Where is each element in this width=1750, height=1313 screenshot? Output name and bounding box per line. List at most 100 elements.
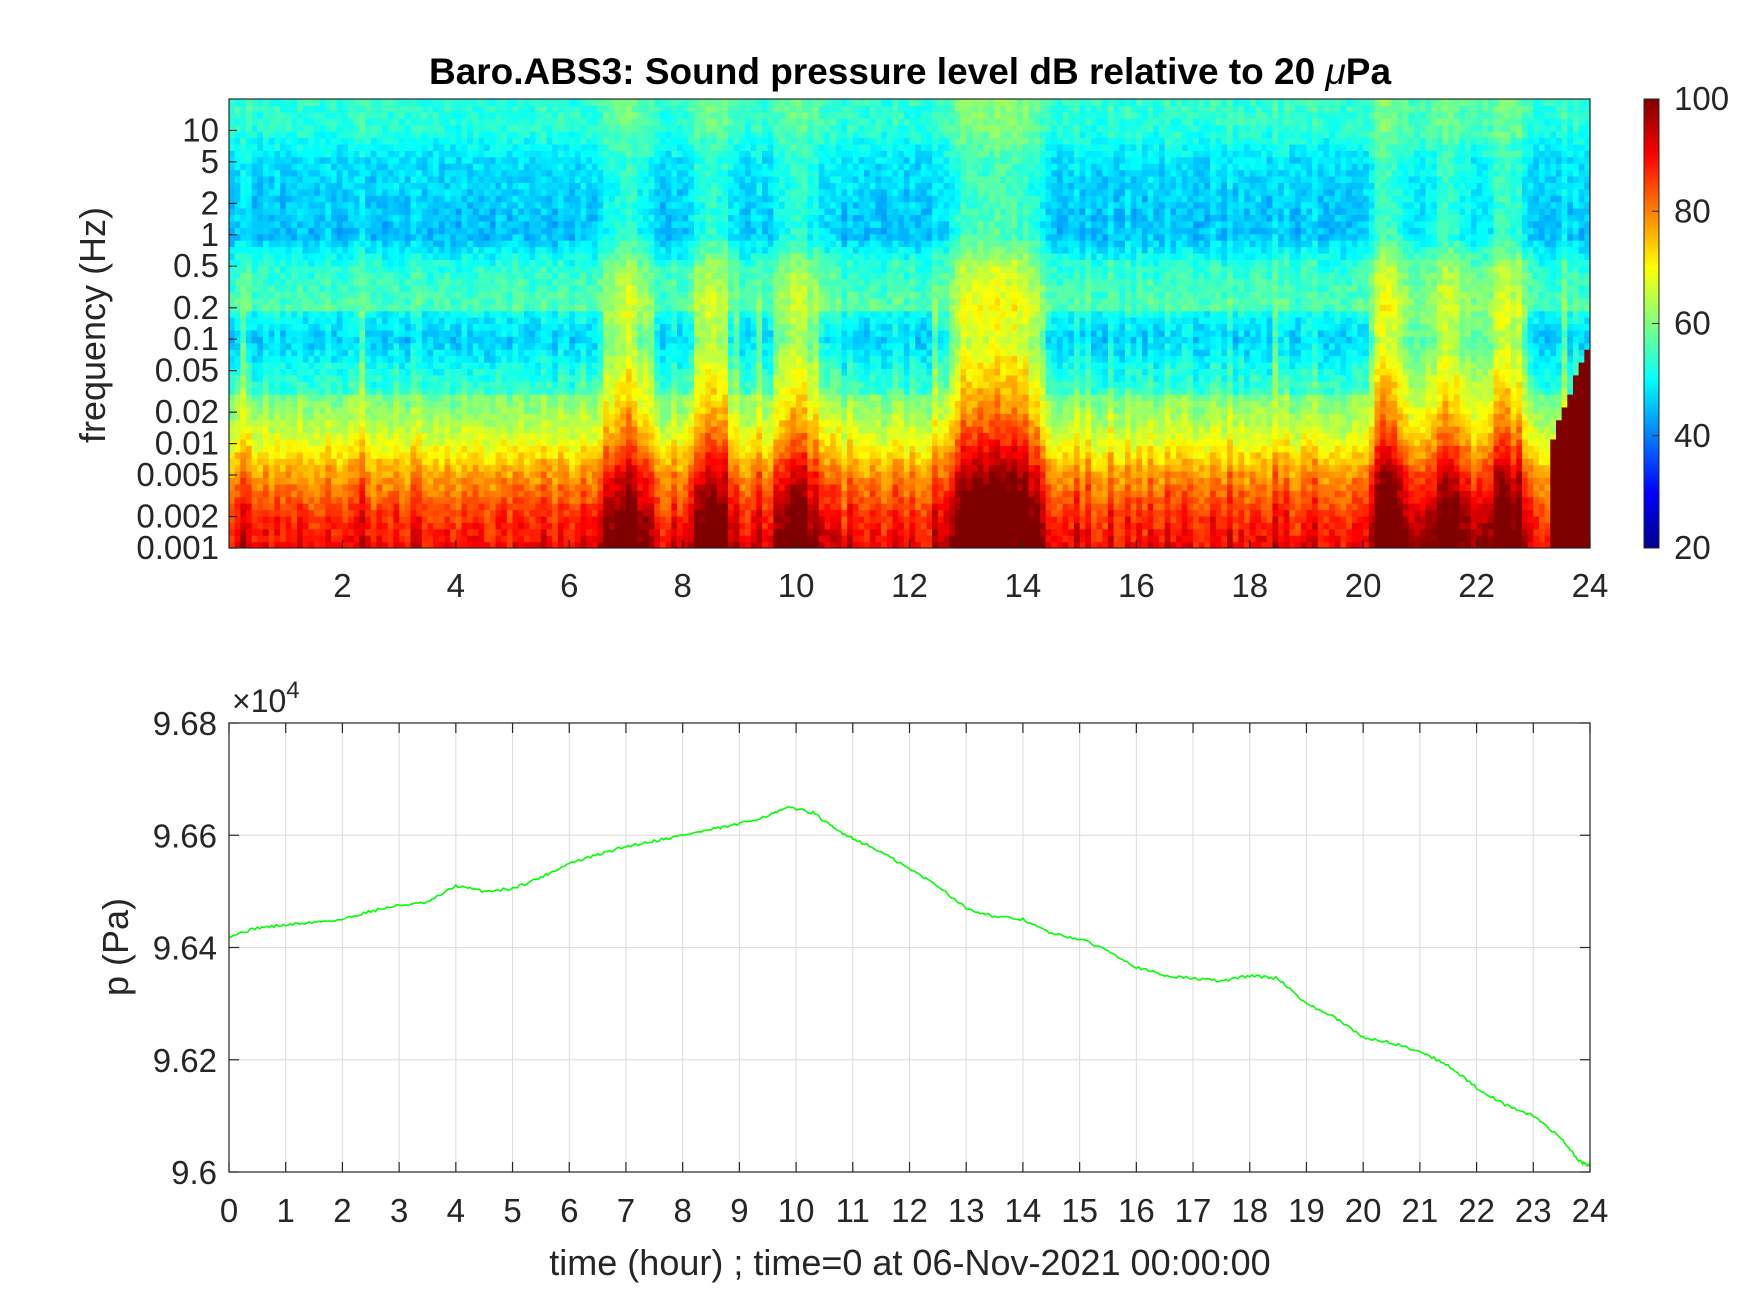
spectrogram-cell — [501, 163, 508, 171]
spectrogram-cell — [291, 400, 298, 408]
spectrogram-cell — [603, 394, 610, 402]
spectrogram-cell — [404, 535, 412, 543]
spectrogram-cell — [614, 355, 621, 363]
spectrogram-cell — [591, 336, 599, 344]
spectrogram-cell — [591, 304, 599, 312]
spectrogram-cell — [251, 175, 258, 183]
spectrogram-cell — [512, 259, 519, 267]
spectrogram-cell — [359, 208, 366, 216]
spectrogram-cell — [393, 310, 400, 318]
spectrogram-cell — [280, 535, 287, 543]
spectrogram-cell — [467, 143, 474, 151]
spectrogram-cell — [614, 220, 621, 228]
spectrogram-cell — [427, 471, 434, 479]
spectrogram-cell — [234, 214, 241, 222]
spectrogram-cell — [523, 310, 531, 318]
spectrogram-cell — [620, 438, 627, 446]
spectrogram-cell — [563, 118, 570, 126]
spectrogram-cell — [608, 317, 616, 325]
spectrogram-cell — [387, 259, 395, 267]
spectrogram-cell — [325, 111, 332, 119]
spectrogram-cell — [382, 297, 389, 305]
spectrogram-cell — [370, 381, 378, 389]
spectrogram-cell — [608, 490, 616, 498]
spectrogram-cell — [614, 111, 621, 119]
spectrogram-cell — [251, 227, 258, 235]
spectrogram-cell — [563, 535, 570, 543]
spectrogram-cell — [342, 143, 349, 151]
spectrogram-cell — [631, 528, 638, 536]
spectrogram-cell — [274, 201, 281, 209]
spectrogram-cell — [393, 246, 400, 254]
spectrogram-cell — [478, 252, 485, 260]
spectrogram-cell — [603, 188, 610, 196]
spectrogram-cell — [478, 169, 485, 177]
spectrogram-cell — [410, 541, 417, 548]
spectrogram-cell — [331, 156, 338, 164]
spectrogram-cell — [438, 394, 446, 402]
spectrogram-cell — [433, 419, 440, 427]
spectrogram-cell — [529, 111, 536, 119]
spectrogram-cell — [438, 208, 446, 216]
spectrogram-cell — [342, 220, 349, 228]
spectrogram-cell — [540, 291, 548, 299]
spectrogram-cell — [512, 426, 519, 434]
spectrogram-cell — [546, 259, 553, 267]
spectrogram-cell — [410, 233, 417, 241]
spectrogram-cell — [472, 265, 480, 273]
spectrogram-cell — [285, 483, 292, 491]
spectrogram-cell — [461, 451, 468, 459]
spectrogram-cell — [353, 349, 361, 357]
spectrogram-cell — [461, 169, 468, 177]
spectrogram-cell — [569, 285, 576, 293]
spectrogram-cell — [603, 143, 610, 151]
spectrogram-cell — [325, 240, 332, 248]
spectrogram-cell — [348, 265, 355, 273]
spectrogram-cell — [410, 509, 417, 517]
spectrogram-cell — [518, 285, 525, 293]
spectrogram-cell — [274, 124, 281, 132]
spectrogram-cell — [603, 272, 610, 280]
spectrogram-cell — [472, 490, 480, 498]
spectrogram-cell — [331, 490, 338, 498]
spectrogram-cell — [297, 278, 304, 286]
spectrogram-cell — [569, 111, 576, 119]
spectrogram-cell — [535, 477, 542, 485]
spectrogram-cell — [563, 124, 570, 132]
spectrogram-cell — [523, 471, 531, 479]
spectrogram-cell — [353, 419, 361, 427]
spectrogram-cell — [421, 143, 429, 151]
spectrogram-cell — [455, 182, 463, 190]
spectrogram-cell — [268, 265, 275, 273]
spectrogram-cell — [608, 150, 616, 158]
spectrogram-cell — [308, 349, 315, 357]
spectrogram-cell — [370, 406, 378, 414]
spectrogram-cell — [569, 413, 576, 421]
spectrogram-cell — [625, 426, 633, 434]
spectrogram-cell — [489, 252, 497, 260]
spectrogram-cell — [246, 342, 253, 350]
spectrogram-cell — [427, 394, 434, 402]
spectrogram-cell — [274, 426, 281, 434]
spectrogram-cell — [331, 291, 338, 299]
spectrogram-cell — [308, 118, 315, 126]
spectrogram-cell — [574, 175, 582, 183]
spectrogram-cell — [376, 509, 383, 517]
spectrogram-cell — [246, 535, 253, 543]
spectrogram-cell — [535, 323, 542, 331]
spectrogram-cell — [359, 111, 366, 119]
spectrogram-cell — [263, 329, 270, 337]
spectrogram-cell — [591, 323, 599, 331]
spectrogram-cell — [455, 156, 463, 164]
spectrogram-cell — [393, 214, 400, 222]
spectrogram-cell — [484, 156, 491, 164]
spectrogram-cell — [546, 342, 553, 350]
spectrogram-cell — [291, 285, 298, 293]
spectrogram-cell — [285, 413, 292, 421]
spectrogram-cell — [597, 464, 604, 472]
spectrogram-cell — [433, 118, 440, 126]
spectrogram-cell — [421, 368, 429, 376]
spectrogram-cell — [263, 169, 270, 177]
spectrogram-cell — [342, 471, 349, 479]
spectrogram-cell — [535, 227, 542, 235]
